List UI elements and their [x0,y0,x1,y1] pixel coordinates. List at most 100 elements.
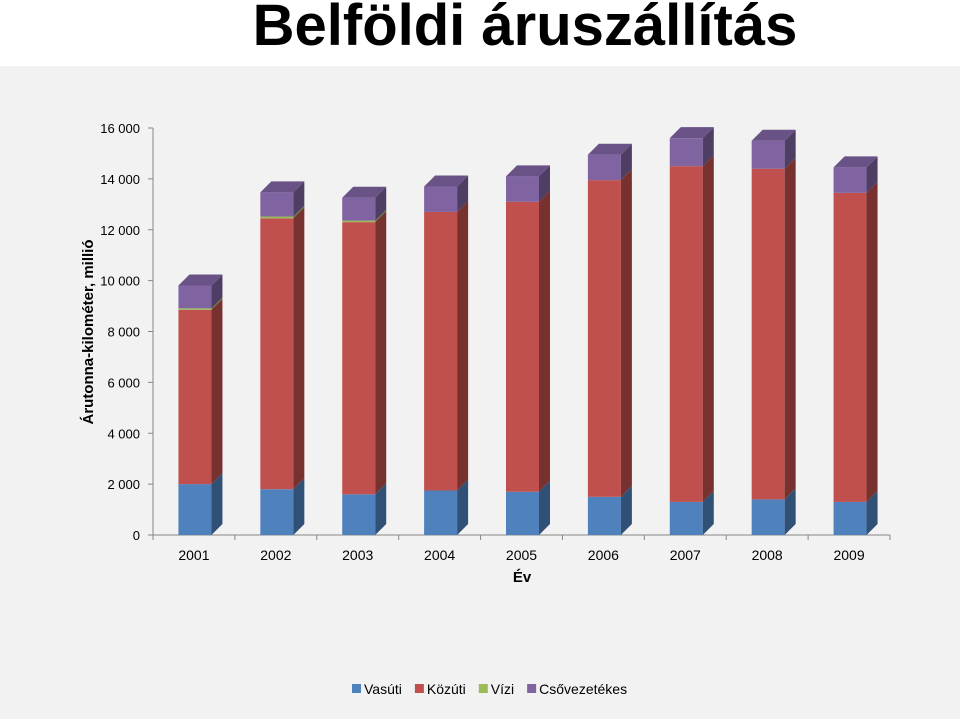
x-tick-label: 2002 [260,547,291,563]
bar-2001-Vasúti-side [211,473,223,535]
bar-2002-Közúti-side [293,207,305,490]
legend-swatch-Vasúti [352,684,361,693]
legend-label-Csővezetékes: Csővezetékes [539,681,627,697]
bar-2003-Csővezetékes-front [342,197,376,221]
bar-2006-Vasúti-front [587,496,621,535]
bar-2007-Csővezetékes-front [669,138,703,167]
bar-2003-Csővezetékes-side [375,186,387,221]
bar-2005-Közúti-front [506,201,539,492]
x-tick-label: 2009 [833,547,864,563]
x-axis-title: Év [513,569,532,586]
bar-2005-Csővezetékes-side [539,165,550,202]
y-tick-label: 4 000 [107,426,140,441]
bar-2007-Csővezetékes-top [669,127,714,139]
bar-2003-Vasúti-side [375,483,387,535]
bar-2007-Vasúti-side [702,490,714,535]
y-tick-label: 8 000 [107,325,140,340]
bar-2002-Közúti-front [260,218,294,490]
bar-2007-Közúti-front [669,166,703,502]
bar-2002-Csővezetékes-top [260,181,305,193]
bar-2004-Közúti-side [457,200,469,491]
bar-2006-Közúti-front [587,180,621,497]
bar-2004-Csővezetékes-top [424,175,469,187]
bar-2009-Vasúti-front [833,501,867,535]
y-tick-label: 2 000 [107,477,140,492]
bar-2008-Közúti-side [784,157,796,500]
x-tick-label: 2003 [342,547,373,563]
bar-2003-Közúti-front [342,222,376,495]
bar-2009-Csővezetékes-front [833,167,867,193]
bar-2001-Vízi-side [211,297,223,310]
x-tick-label: 2006 [588,547,619,563]
bar-2001-Vízi-front [178,308,212,310]
bar-2001-Közúti-front [178,309,212,485]
legend-swatch-Vízi [478,684,488,693]
bar-2004-Vasúti-front [424,490,458,535]
bar-2008-Csővezetékes-side [784,129,796,169]
x-tick-label: 2005 [506,547,537,563]
bar-2001-Csővezetékes-top [178,274,223,286]
bar-2007-Közúti-side [702,155,714,502]
bar-2004-Közúti-front [424,211,458,491]
slide-title: Belföldi áruszállítás [252,0,798,58]
bar-2005-Csővezetékes-front [506,176,539,202]
bar-2004-Csővezetékes-front [424,186,458,212]
legend-label-Vasúti: Vasúti [364,681,402,697]
y-axis: 0 2 000 4 000 6 000 8 000 10 000 12 000 14 000 1… [100,121,154,543]
x-axis: 2001 2002 2003 2004 2005 2006 2007 2008 2009 [152,534,891,563]
y-tick-label: 6 000 [107,375,140,390]
bar-2006-Csővezetékes-top [587,143,632,155]
bar-2002-Vízi-side [293,205,305,219]
bar-2005-Vasúti-side [539,480,550,535]
y-tick-label: 14 000 [100,172,140,187]
legend-label-Vízi: Vízi [491,681,514,697]
bar-2001-Csővezetékes-side [211,274,223,309]
bar-2008-Csővezetékes-front [751,140,785,169]
bar-2008-Vasúti-side [784,488,796,535]
bar-2007-Csővezetékes-side [702,127,714,167]
legend-label-Közúti: Közúti [427,681,466,697]
bar-2002-Vasúti-side [293,478,305,535]
bar-2003-Közúti-side [375,211,387,495]
bar-2002-Csővezetékes-front [260,192,294,217]
bar-2006-Csővezetékes-front [587,154,621,181]
bar-2003-Vasúti-front [342,494,376,535]
bar-2001-Vasúti-front [178,484,212,535]
x-tick-label: 2008 [752,547,783,563]
bar-2005-Közúti-side [539,190,550,492]
bar-2001-Közúti-side [211,298,223,485]
bar-2001-Csővezetékes-front [178,285,212,309]
x-tick-label: 2007 [670,547,701,563]
y-axis-title: Árutonna-kilométer, millió [80,239,97,424]
y-tick-label: 16 000 [100,121,140,136]
bar-2003-Csővezetékes-top [342,186,387,198]
bar-2009-Csővezetékes-side [866,156,878,193]
bar-2002-Vasúti-front [260,489,294,535]
bar-2006-Vasúti-side [620,485,632,535]
bar-2002-Vízi-front [260,216,294,219]
bar-2009-Közúti-front [833,192,867,502]
bar-2006-Közúti-side [620,169,632,497]
bar-2005-Csővezetékes-top [506,165,550,177]
chart-area: 0 2 000 4 000 6 000 8 000 10 000 12 000 14 000 1… [0,66,960,719]
bar-2006-Csővezetékes-side [620,143,632,181]
legend-swatch-Csővezetékes [527,684,537,693]
bar-2009-Csővezetékes-top [833,156,878,168]
y-tick-label: 10 000 [100,274,140,289]
bar-2003-Vízi-side [375,209,387,223]
bar-2009-Közúti-side [866,181,878,502]
bar-2007-Vasúti-front [669,501,703,535]
bar-2003-Vízi-front [342,220,376,223]
x-tick-label: 2001 [178,547,209,563]
bar-2008-Vasúti-front [751,499,785,535]
y-tick-label: 0 [133,528,140,543]
bar-2004-Csővezetékes-side [457,175,469,212]
legend-swatch-Közúti [414,684,424,693]
x-tick-label: 2004 [424,547,455,563]
stacked-bar-chart: 0 2 000 4 000 6 000 8 000 10 000 12 000 14 000 1… [80,121,891,697]
bars [178,127,878,535]
bar-2005-Vasúti-front [506,491,539,535]
bar-2008-Közúti-front [751,168,785,500]
bar-2002-Csővezetékes-side [293,181,305,217]
bar-2008-Csővezetékes-top [751,129,796,141]
